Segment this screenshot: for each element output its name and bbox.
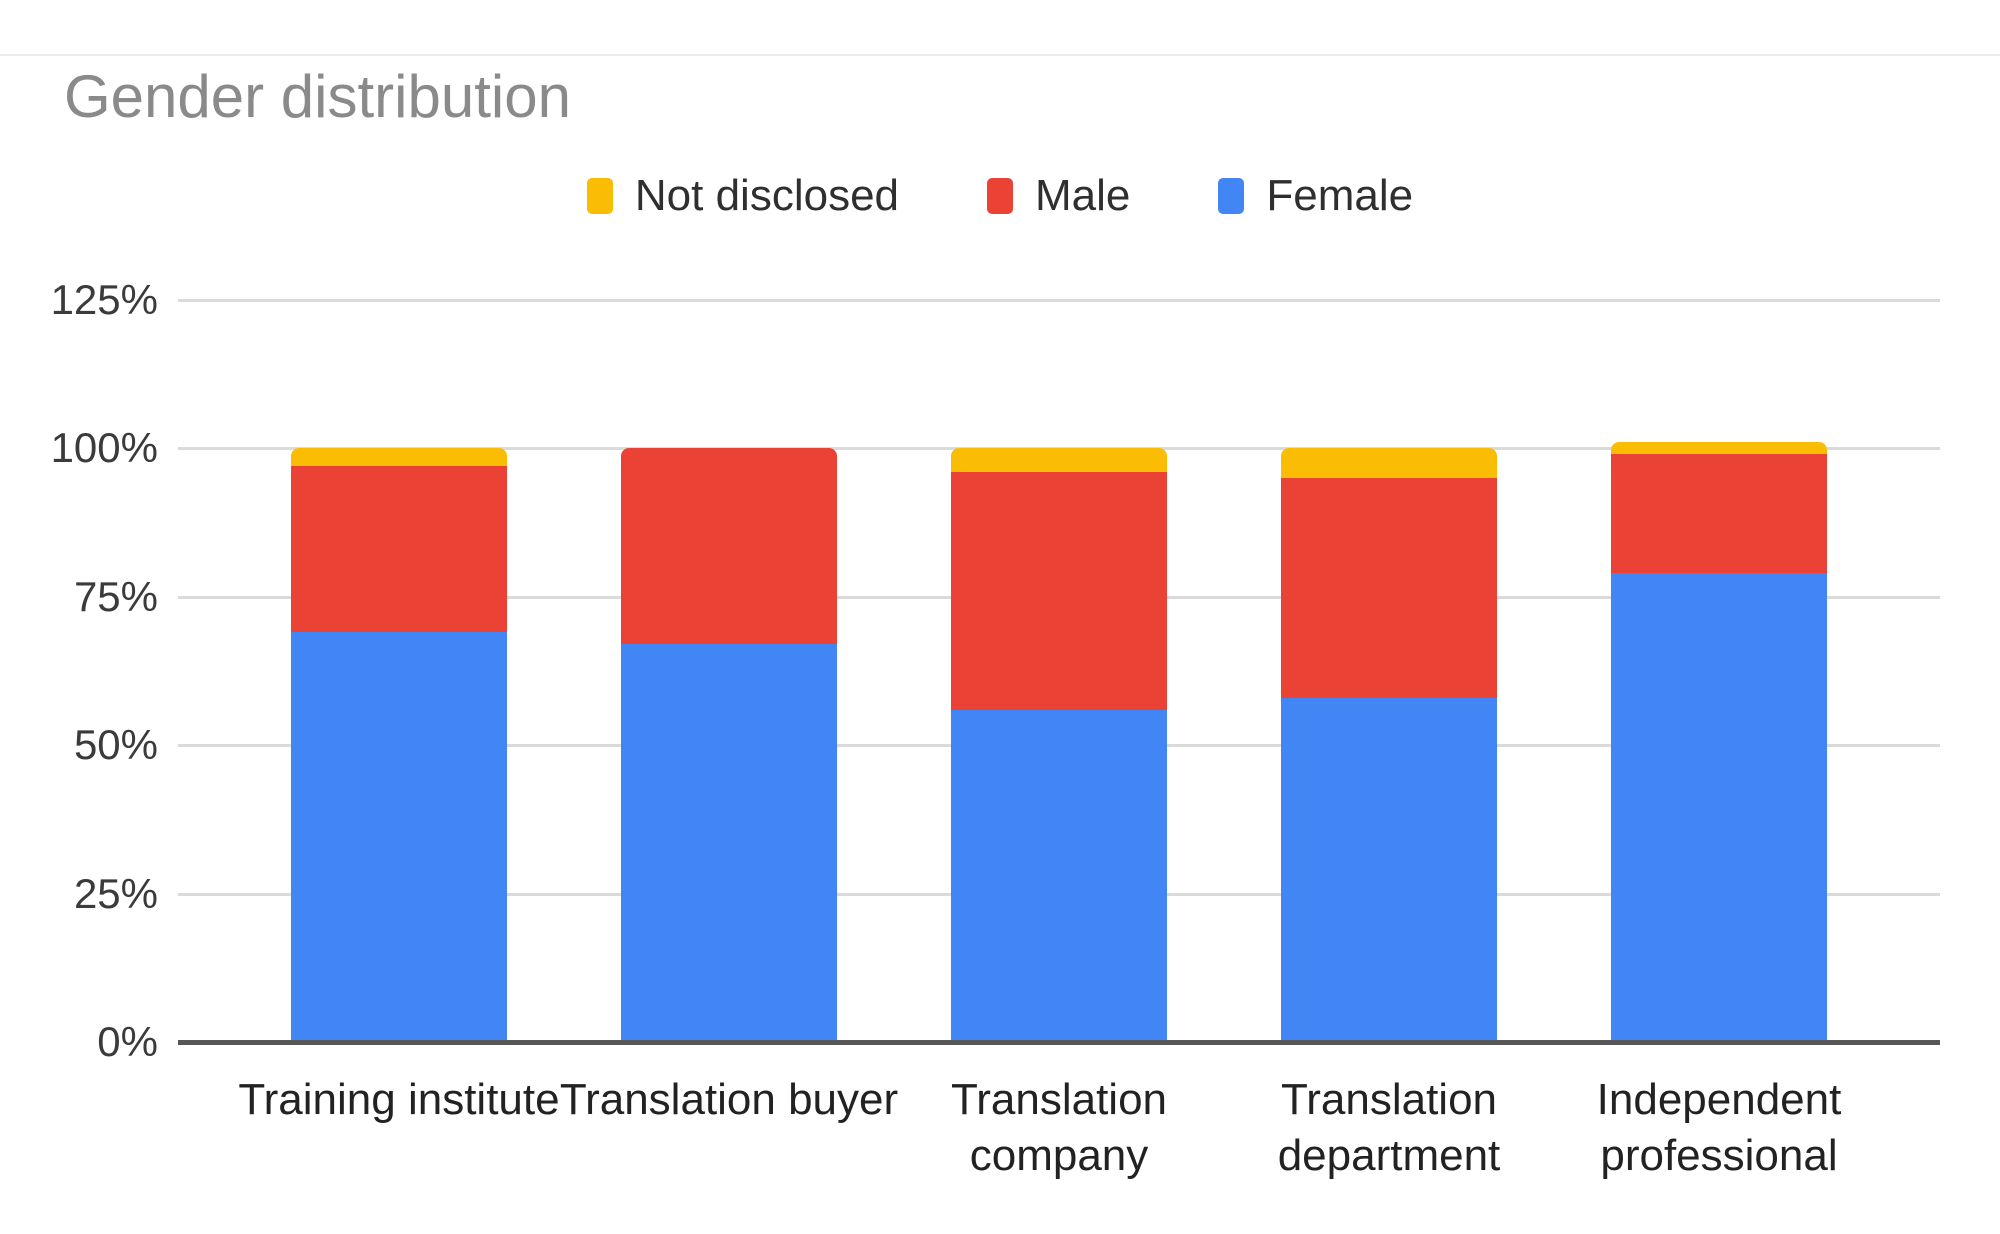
legend-swatch-female [1218, 178, 1245, 214]
bar-independent-professional-segment-female [1611, 573, 1827, 1042]
bar-training-institute-segment-not-disclosed [291, 448, 507, 467]
x-axis-label-translation-department: Translation department [1277, 1075, 1501, 1180]
bar-independent-professional-segment-not-disclosed [1611, 442, 1827, 455]
y-axis-label-50: 50% [73, 721, 158, 769]
bar-translation-buyer-segment-male [621, 448, 837, 645]
y-axis-label-75: 75% [73, 572, 158, 620]
bar-translation-company-segment-male [951, 472, 1167, 710]
bar-translation-department-segment-male [1281, 478, 1497, 698]
legend-swatch-not-disclosed [586, 178, 613, 214]
x-axis-line [178, 1040, 1940, 1045]
legend-label-not-disclosed: Not disclosed [634, 171, 900, 220]
bar-translation-company-segment-female [951, 709, 1167, 1042]
bar-training-institute-segment-male [291, 466, 507, 633]
legend-swatch-male [987, 178, 1014, 214]
legend-item-not-disclosed: Not disclosed [586, 171, 900, 221]
x-axis-label-independent-professional: Independent professional [1596, 1075, 1842, 1180]
card-top-border [0, 54, 2000, 56]
bar-translation-company-segment-not-disclosed [951, 448, 1167, 473]
bar-independent-professional-segment-male [1611, 454, 1827, 574]
chart-title: Gender distribution [64, 63, 571, 130]
bar-translation-department-segment-not-disclosed [1281, 448, 1497, 479]
legend-label-male: Male [1035, 171, 1131, 220]
legend-item-female: Female [1218, 171, 1413, 221]
x-axis-label-translation-buyer: Translation buyer [559, 1075, 899, 1124]
x-axis-label-training-institute: Training institute [238, 1075, 560, 1124]
gridline-125 [178, 299, 1940, 302]
legend-label-female: Female [1266, 171, 1414, 220]
bar-translation-buyer-segment-female [621, 644, 837, 1042]
bar-training-institute-segment-female [291, 632, 507, 1042]
y-axis-label-125: 125% [50, 276, 158, 323]
chart-legend: Not disclosed Male Female [0, 168, 2000, 224]
y-axis-label-0: 0% [97, 1018, 158, 1065]
y-axis-label-100: 100% [50, 424, 158, 472]
legend-item-male: Male [987, 171, 1130, 221]
x-axis-label-translation-company: Translation company [950, 1075, 1168, 1180]
y-axis-label-25: 25% [73, 869, 158, 917]
bar-translation-department-segment-female [1281, 697, 1497, 1042]
